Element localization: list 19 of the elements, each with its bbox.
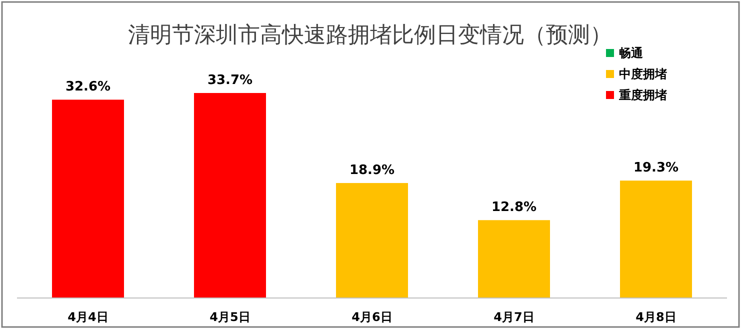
x-tick-label: 4月8日 <box>636 310 676 324</box>
legend-label: 重度拥堵 <box>618 88 667 102</box>
data-label: 33.7% <box>207 73 253 88</box>
data-label: 18.9% <box>349 163 395 178</box>
bar <box>478 220 550 298</box>
legend-label: 畅通 <box>619 46 644 60</box>
data-label: 32.6% <box>65 80 111 95</box>
data-label: 12.8% <box>491 200 537 216</box>
bar <box>336 183 408 298</box>
bar <box>52 100 124 298</box>
legend-label: 中度拥堵 <box>619 67 667 81</box>
x-tick-label: 4月6日 <box>352 310 392 324</box>
chart-title: 清明节深圳市高快速路拥堵比例日变情况（预测） <box>128 23 612 48</box>
bar <box>620 180 692 298</box>
bar <box>194 93 266 298</box>
x-tick-label: 4月5日 <box>210 310 250 324</box>
x-tick-label: 4月7日 <box>494 310 534 324</box>
x-tick-label: 4月4日 <box>68 310 108 324</box>
data-label: 19.3% <box>633 160 679 176</box>
